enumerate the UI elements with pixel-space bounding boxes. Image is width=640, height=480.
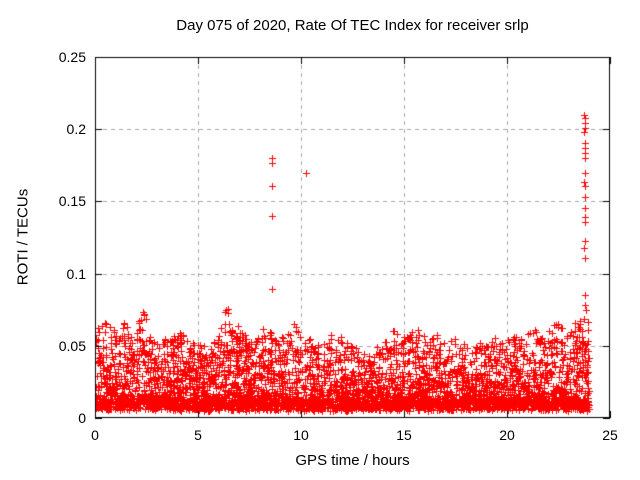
x-tick-label: 0	[91, 427, 99, 443]
x-tick-label: 25	[602, 427, 618, 443]
x-axis-label: GPS time / hours	[295, 452, 410, 469]
y-tick-label: 0.2	[66, 121, 86, 138]
x-tick-label: 10	[293, 427, 309, 443]
y-tick-label: 0.15	[58, 193, 86, 210]
chart-title: Day 075 of 2020, Rate Of TEC Index for r…	[176, 17, 529, 34]
y-tick-label: 0.25	[58, 49, 86, 65]
y-tick-label: 0	[78, 410, 86, 426]
y-tick-label: 0.05	[58, 337, 86, 354]
x-tick-label: 15	[396, 427, 412, 443]
y-tick-label: 0.1	[66, 265, 86, 282]
x-tick-label: 20	[499, 427, 515, 443]
x-tick-label: 5	[194, 427, 202, 443]
